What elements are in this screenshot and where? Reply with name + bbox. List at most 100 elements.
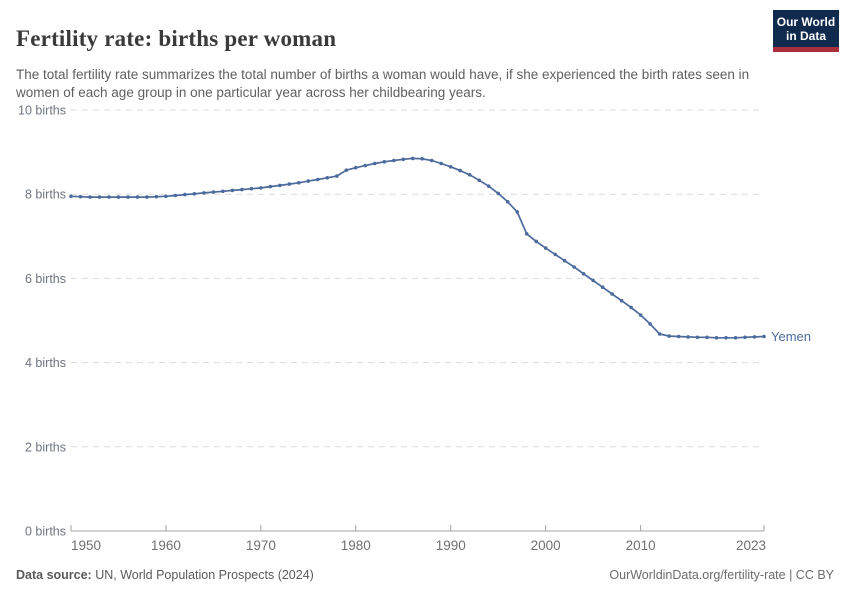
x-axis-tick-label: 1960	[151, 538, 181, 553]
data-point	[107, 195, 111, 199]
data-point	[116, 195, 121, 199]
data-point	[733, 336, 738, 340]
owid-logo-line2: in Data	[785, 29, 826, 43]
data-point	[686, 335, 690, 339]
data-point	[648, 322, 652, 326]
data-point	[202, 191, 206, 195]
data-point	[743, 335, 747, 340]
x-axis-tick-label: 2010	[626, 538, 656, 553]
data-point	[69, 194, 73, 199]
data-point	[411, 156, 415, 161]
x-axis-tick-label: 1950	[71, 538, 101, 553]
data-point	[429, 158, 434, 163]
y-axis-tick-label: 8 births	[25, 188, 66, 202]
y-axis-tick-label: 2 births	[25, 440, 66, 454]
data-point	[496, 191, 501, 196]
data-point	[145, 195, 149, 199]
data-point	[477, 178, 482, 183]
data-source: Data source: UN, World Population Prospe…	[16, 568, 314, 582]
data-point	[439, 161, 444, 166]
data-point	[325, 176, 330, 180]
data-point	[534, 239, 538, 244]
owid-logo: Our World in Data	[773, 10, 839, 52]
data-point	[249, 186, 254, 191]
data-point	[183, 192, 187, 197]
data-point	[515, 210, 519, 214]
data-point	[335, 174, 339, 178]
data-point	[88, 195, 92, 199]
data-point	[705, 335, 709, 340]
data-point	[135, 195, 140, 199]
data-point	[591, 278, 595, 283]
data-point	[278, 183, 282, 188]
credit-line: OurWorldinData.org/fertility-rate | CC B…	[609, 568, 834, 582]
data-point	[657, 332, 662, 336]
data-point	[752, 335, 757, 339]
data-point	[173, 193, 178, 198]
data-point	[287, 182, 292, 186]
data-source-label: Data source:	[16, 568, 92, 582]
data-point	[714, 336, 719, 340]
data-point	[363, 163, 368, 168]
data-point	[259, 186, 263, 190]
y-axis-tick-label: 10 births	[18, 104, 66, 118]
data-point	[676, 334, 681, 339]
data-point	[373, 161, 377, 166]
x-axis-tick-label: 2023	[736, 538, 766, 553]
data-point	[629, 305, 633, 310]
data-point	[724, 336, 728, 340]
y-axis-tick-label: 6 births	[25, 272, 66, 286]
data-point	[562, 258, 567, 263]
data-point	[97, 195, 102, 199]
data-point	[221, 189, 225, 194]
data-point	[619, 298, 624, 303]
data-point	[382, 160, 387, 164]
data-point	[78, 194, 83, 199]
chart-subtitle: The total fertility rate summarizes the …	[16, 66, 750, 100]
data-point	[553, 252, 557, 257]
data-point	[154, 194, 159, 199]
line-chart: 0 births 2 births 4 births 6 births 8 births…	[18, 104, 811, 554]
x-axis-tick-label: 2000	[531, 538, 561, 553]
data-point	[600, 285, 605, 289]
data-point	[572, 265, 576, 269]
y-axis-tick-label: 0 births	[25, 525, 66, 539]
data-point	[344, 168, 349, 172]
data-point	[695, 335, 700, 340]
data-point	[458, 168, 463, 173]
x-axis-tick-label: 1970	[246, 538, 276, 553]
data-point	[211, 190, 216, 194]
data-point	[354, 165, 358, 170]
data-point	[667, 334, 671, 338]
x-axis-tick-label: 1980	[341, 538, 371, 553]
data-point	[762, 334, 766, 339]
data-point	[126, 195, 130, 199]
data-point	[297, 181, 301, 185]
data-point	[467, 173, 472, 177]
data-point	[316, 177, 320, 182]
data-point	[448, 165, 453, 169]
data-source-value: UN, World Population Prospects (2024)	[91, 568, 314, 582]
data-point	[306, 179, 311, 183]
data-point	[164, 194, 168, 199]
series-line-yemen	[70, 157, 765, 339]
y-axis-tick-label: 4 births	[25, 356, 66, 370]
data-point	[268, 184, 273, 189]
x-axis-tick-label: 1990	[436, 538, 466, 553]
data-point	[392, 158, 396, 163]
chart-footer: Data source: UN, World Population Prospe…	[16, 568, 834, 582]
data-point	[240, 187, 244, 192]
data-point	[505, 200, 510, 204]
data-point	[610, 292, 614, 296]
page-title: Fertility rate: births per woman	[16, 26, 337, 52]
data-point	[486, 184, 491, 188]
data-point	[638, 313, 643, 317]
data-point	[581, 272, 586, 276]
data-point	[192, 192, 197, 196]
data-point	[401, 157, 406, 162]
series-end-label: Yemen	[771, 329, 811, 344]
data-point	[524, 232, 529, 236]
data-point	[543, 246, 548, 250]
data-point	[230, 188, 235, 193]
data-point	[420, 157, 425, 161]
